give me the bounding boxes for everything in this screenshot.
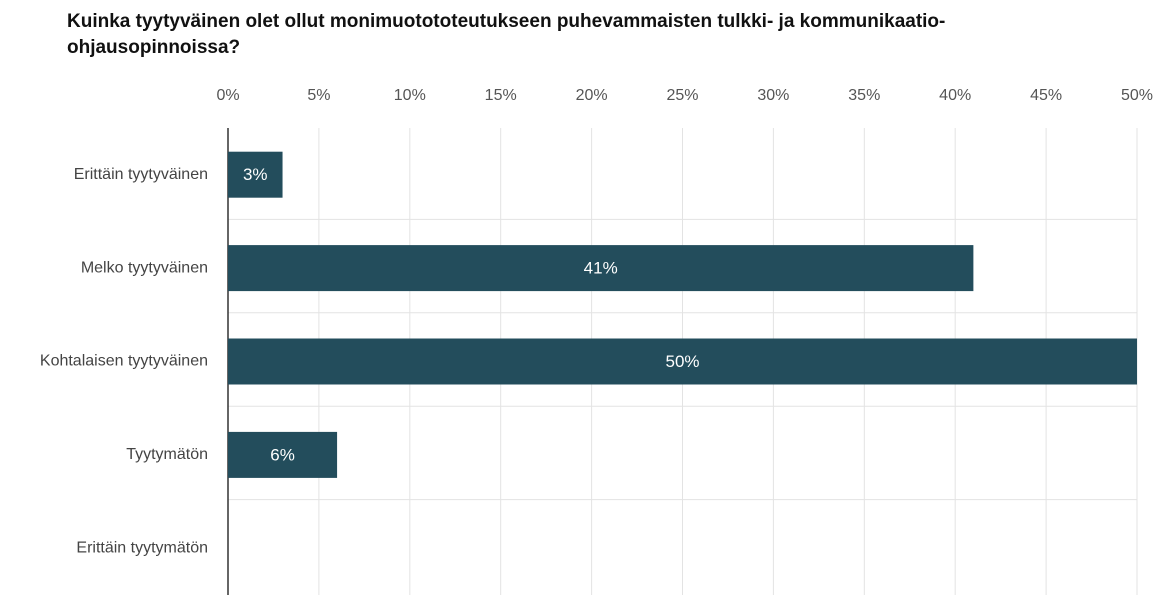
x-tick-label: 45% <box>1030 87 1062 104</box>
bar <box>228 151 283 198</box>
bar <box>228 338 1137 385</box>
x-tick-label: 25% <box>666 87 698 104</box>
bar <box>228 431 338 478</box>
x-tick-label: 15% <box>485 87 517 104</box>
data-label: 41% <box>584 259 618 278</box>
y-tick-label: Erittäin tyytymätön <box>76 540 208 557</box>
x-tick-label: 35% <box>848 87 880 104</box>
y-tick-label: Erittäin tyytyväinen <box>74 166 208 183</box>
y-tick-label: Kohtalaisen tyytyväinen <box>40 353 208 370</box>
x-tick-label: 50% <box>1121 87 1153 104</box>
x-tick-label: 10% <box>394 87 426 104</box>
y-tick-label: Tyytymätön <box>126 446 208 463</box>
x-tick-label: 30% <box>757 87 789 104</box>
data-label: 3% <box>243 165 268 184</box>
chart-title: Kuinka tyytyväinen olet ollut monimuotot… <box>67 11 945 32</box>
y-tick-label: Melko tyytyväinen <box>81 259 208 276</box>
x-tick-label: 40% <box>939 87 971 104</box>
x-tick-label: 20% <box>576 87 608 104</box>
data-label: 50% <box>665 352 699 371</box>
data-label: 6% <box>270 445 295 464</box>
bar <box>228 245 974 292</box>
chart-title: ohjausopinnoissa? <box>67 37 240 58</box>
x-tick-label: 5% <box>307 87 330 104</box>
x-tick-label: 0% <box>216 87 239 104</box>
